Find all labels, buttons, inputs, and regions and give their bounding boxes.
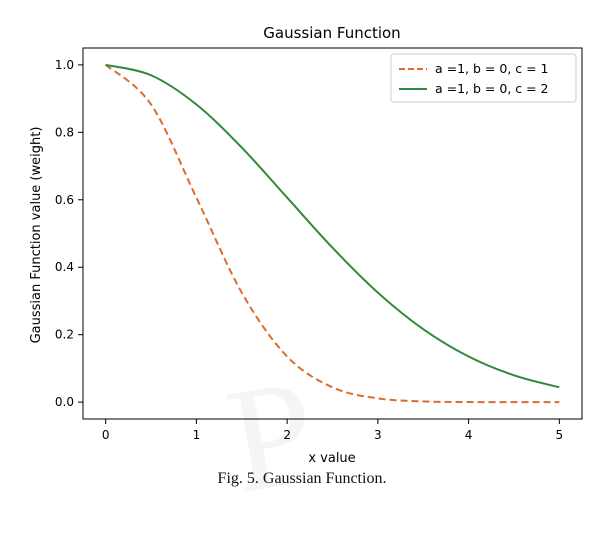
y-axis-label: Gaussian Function value (weight) [29, 127, 44, 344]
y-tick-label: 0.8 [55, 125, 74, 139]
x-tick-label: 1 [193, 428, 201, 442]
x-axis-label: x value [308, 451, 355, 466]
legend-box [390, 53, 577, 103]
y-axis: 0.0 0.2 0.4 0.6 0.8 1.0 [55, 58, 83, 409]
x-tick-label: 4 [465, 428, 473, 442]
legend-label-1: a =1, b = 0, c = 1 [435, 61, 549, 76]
y-tick-label: 0.0 [55, 395, 74, 409]
chart-title: Gaussian Function [263, 24, 400, 42]
x-axis: 0 1 2 3 4 5 [102, 419, 563, 442]
x-tick-label: 5 [555, 428, 563, 442]
series-layer [105, 63, 560, 404]
plot-area [82, 47, 583, 420]
x-tick-label: 0 [102, 428, 110, 442]
axes-frame [82, 47, 583, 420]
figure-caption: Fig. 5. Gaussian Function. [217, 470, 387, 487]
x-tick-label: 3 [374, 428, 382, 442]
series-line-1 [105, 64, 560, 404]
y-tick-label: 1.0 [55, 58, 74, 72]
x-tick-label: 2 [283, 428, 291, 442]
legend: a =1, b = 0, c = 1 a =1, b = 0, c = 2 [390, 53, 577, 103]
series-line-2 [105, 63, 560, 389]
y-tick-label: 0.4 [55, 260, 74, 274]
legend-label-2: a =1, b = 0, c = 2 [435, 81, 549, 96]
y-tick-label: 0.6 [55, 193, 74, 207]
y-tick-label: 0.2 [55, 328, 74, 342]
